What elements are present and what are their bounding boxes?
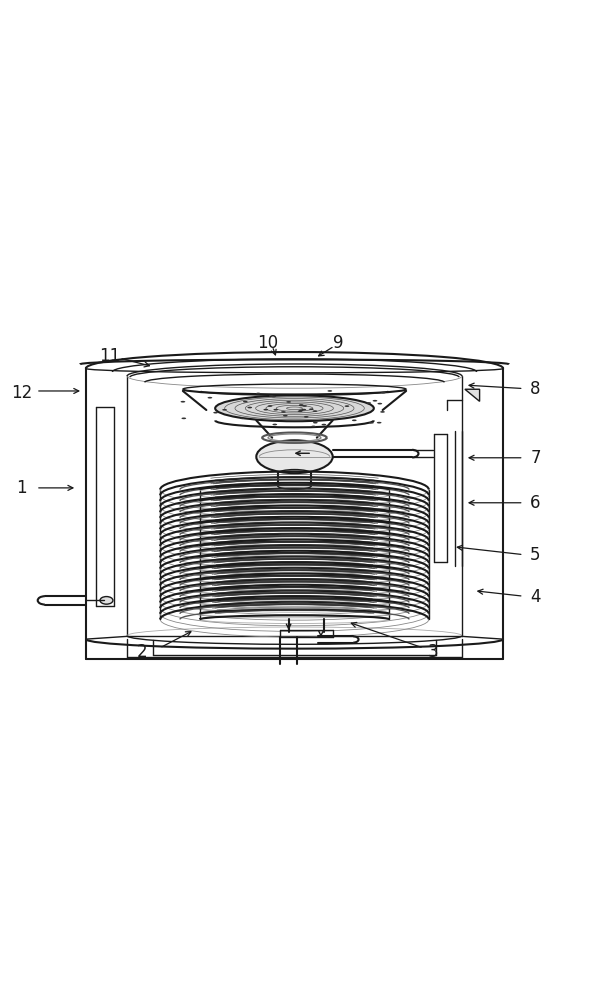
Ellipse shape — [313, 410, 317, 412]
Ellipse shape — [222, 409, 227, 411]
Text: 6: 6 — [530, 494, 541, 512]
Polygon shape — [465, 389, 479, 401]
Ellipse shape — [345, 405, 349, 407]
Ellipse shape — [311, 426, 316, 427]
Ellipse shape — [366, 402, 371, 404]
Ellipse shape — [380, 411, 385, 413]
Text: 5: 5 — [530, 546, 541, 564]
Ellipse shape — [283, 415, 287, 417]
Ellipse shape — [263, 409, 268, 411]
Ellipse shape — [286, 401, 291, 403]
Ellipse shape — [313, 422, 317, 424]
Text: 11: 11 — [99, 347, 120, 365]
Ellipse shape — [267, 405, 272, 407]
Ellipse shape — [100, 597, 113, 604]
Ellipse shape — [243, 401, 247, 403]
Ellipse shape — [207, 397, 212, 399]
Ellipse shape — [309, 408, 314, 410]
Ellipse shape — [281, 411, 286, 413]
Ellipse shape — [240, 417, 244, 419]
Ellipse shape — [299, 405, 303, 406]
Ellipse shape — [327, 390, 332, 392]
Ellipse shape — [302, 405, 307, 407]
Ellipse shape — [273, 409, 278, 411]
Ellipse shape — [181, 401, 186, 403]
Ellipse shape — [256, 393, 260, 394]
Text: 1: 1 — [16, 479, 27, 497]
Text: 9: 9 — [333, 334, 344, 352]
Ellipse shape — [247, 407, 252, 408]
Ellipse shape — [378, 403, 382, 404]
Text: 4: 4 — [530, 588, 541, 606]
Ellipse shape — [373, 400, 378, 402]
Text: 7: 7 — [530, 449, 541, 467]
Ellipse shape — [272, 396, 276, 397]
Text: 3: 3 — [427, 643, 438, 661]
Ellipse shape — [297, 410, 302, 412]
Ellipse shape — [213, 412, 218, 413]
Ellipse shape — [377, 422, 382, 424]
Ellipse shape — [299, 409, 303, 411]
Ellipse shape — [299, 404, 303, 406]
Ellipse shape — [181, 417, 186, 419]
Text: 10: 10 — [257, 334, 279, 352]
Ellipse shape — [273, 424, 277, 425]
Ellipse shape — [302, 409, 306, 411]
Ellipse shape — [322, 424, 326, 425]
Ellipse shape — [352, 419, 356, 421]
Ellipse shape — [381, 392, 386, 394]
Text: 8: 8 — [530, 380, 541, 398]
Ellipse shape — [269, 395, 273, 397]
Ellipse shape — [215, 395, 374, 421]
Ellipse shape — [256, 440, 333, 473]
Ellipse shape — [304, 416, 309, 418]
Ellipse shape — [369, 422, 374, 424]
Text: 12: 12 — [11, 384, 32, 402]
Text: 2: 2 — [137, 643, 147, 661]
